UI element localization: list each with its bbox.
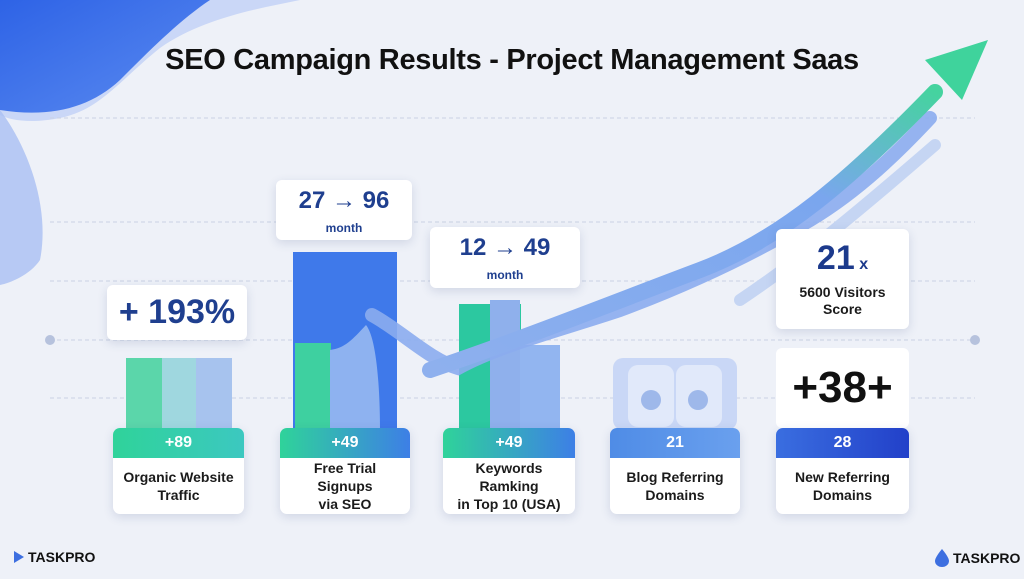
card-keywords: +49 Keywords Ramking in Top 10 (USA) — [443, 428, 575, 514]
axis-dot-right — [970, 335, 980, 345]
callout-blog-score: 21 x 5600 Visitors Score — [776, 229, 909, 329]
callout-trials-value: 27 → 96 — [298, 187, 390, 214]
card-organic: +89 Organic Website Traffic — [113, 428, 244, 514]
drop-icon — [935, 549, 949, 567]
axis-dot-left — [45, 335, 55, 345]
play-icon — [14, 551, 24, 563]
callout-blog-value: 21 — [816, 239, 855, 277]
card-blog: 21 Blog Referring Domains — [610, 428, 740, 514]
callout-blog-mark-icon: x — [859, 256, 869, 273]
arrow-head-icon — [925, 40, 988, 100]
card-keywords-value: +49 — [443, 428, 575, 458]
callout-referring: +38+ — [776, 348, 909, 428]
brand-left-text: TASKPRO — [28, 549, 96, 565]
card-referring-value: 28 — [776, 428, 909, 458]
callout-keywords-value: 12 → 49 — [459, 234, 551, 261]
callout-organic: + 193% — [107, 285, 247, 340]
card-trials: +49 Free Trial Signups via SEO — [280, 428, 410, 514]
card-organic-value: +89 — [113, 428, 244, 458]
card-blog-value: 21 — [610, 428, 740, 458]
callout-referring-value: +38+ — [792, 363, 893, 412]
callout-keywords-unit: month — [486, 268, 524, 282]
card-blog-label: Blog Referring Domains — [626, 469, 724, 503]
brand-right-text: TASKPRO — [953, 550, 1021, 566]
bar-group-trials — [293, 252, 397, 430]
avatar-icon — [641, 390, 661, 410]
blob-shape-dark — [0, 0, 210, 113]
card-trials-value: +49 — [280, 428, 410, 458]
bar-group-blog — [613, 358, 737, 430]
callout-trials-unit: month — [325, 221, 363, 235]
card-referring-label: New Referring Domains — [795, 469, 890, 503]
callout-trials: 27 → 96 month — [276, 180, 412, 240]
brand-left: TASKPRO — [14, 549, 95, 565]
card-keywords-label: Keywords Ramking in Top 10 (USA) — [457, 460, 561, 512]
card-trials-label: Free Trial Signups via SEO — [313, 460, 377, 512]
page-title: SEO Campaign Results - Project Managemen… — [165, 44, 859, 76]
card-referring: 28 New Referring Domains — [776, 428, 909, 514]
brand-right: TASKPRO — [935, 549, 1020, 567]
bar-group-organic — [126, 358, 232, 430]
link-icon — [688, 390, 708, 410]
callout-organic-value: + 193% — [118, 293, 236, 331]
callout-blog-caption: 5600 Visitors Score — [799, 284, 886, 317]
trend-arrow-main — [422, 84, 943, 378]
blob-shape-light — [0, 110, 43, 285]
callout-keywords: 12 → 49 month — [430, 227, 580, 288]
card-organic-label: Organic Website Traffic — [123, 469, 234, 503]
